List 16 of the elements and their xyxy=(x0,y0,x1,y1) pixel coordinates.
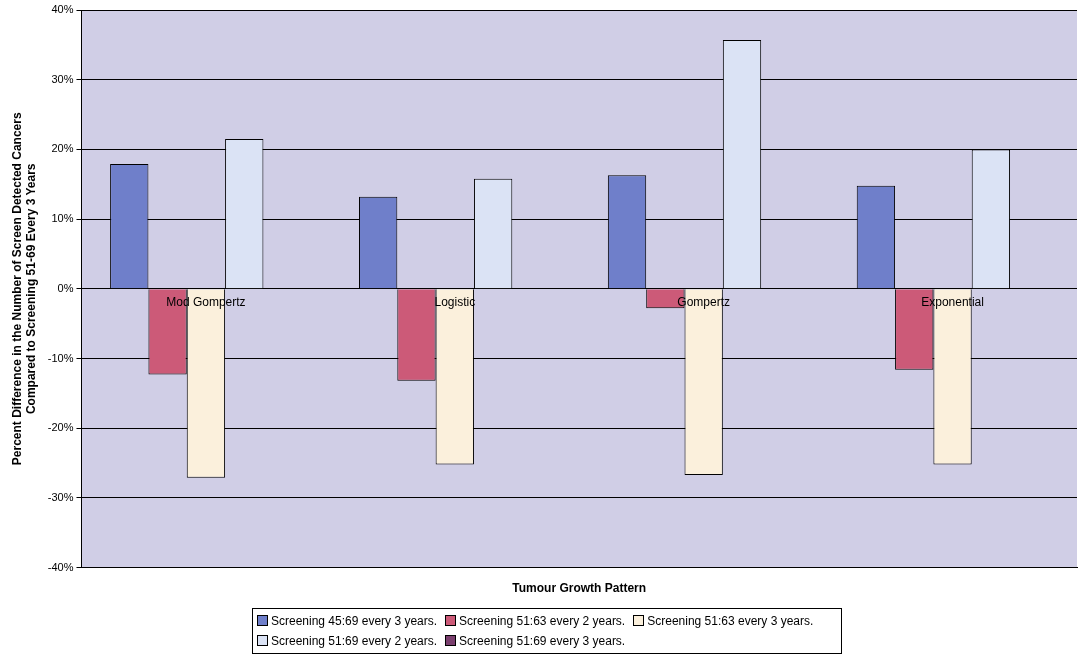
legend-label: Screening 51:69 every 3 years. xyxy=(458,633,626,650)
y-tick-label: -40% xyxy=(47,560,74,573)
y-tick-label: 10% xyxy=(51,212,74,225)
y-tick-label: -10% xyxy=(47,351,74,364)
legend-label: Screening 51:63 every 2 years. xyxy=(458,613,626,630)
legend-label: Screening 51:63 every 3 years. xyxy=(646,613,814,630)
y-tick-label: 0% xyxy=(57,281,74,294)
legend-label: Screening 45:69 every 3 years. xyxy=(270,613,438,630)
y-tick-label: 30% xyxy=(51,72,74,85)
y-tick-label: -20% xyxy=(47,421,74,434)
legend-label: Screening 51:69 every 2 years. xyxy=(270,633,438,650)
y-tick-label: 20% xyxy=(51,142,74,155)
x-axis-title: Tumour Growth Pattern xyxy=(512,581,647,596)
y-tick-label: 40% xyxy=(51,3,74,16)
y-axis-title: Percent Difference in the Number of Screen Detected Cancers Compared to Screening 51-69 Every 3 Years xyxy=(9,112,38,466)
y-tick-label: -30% xyxy=(47,490,74,503)
